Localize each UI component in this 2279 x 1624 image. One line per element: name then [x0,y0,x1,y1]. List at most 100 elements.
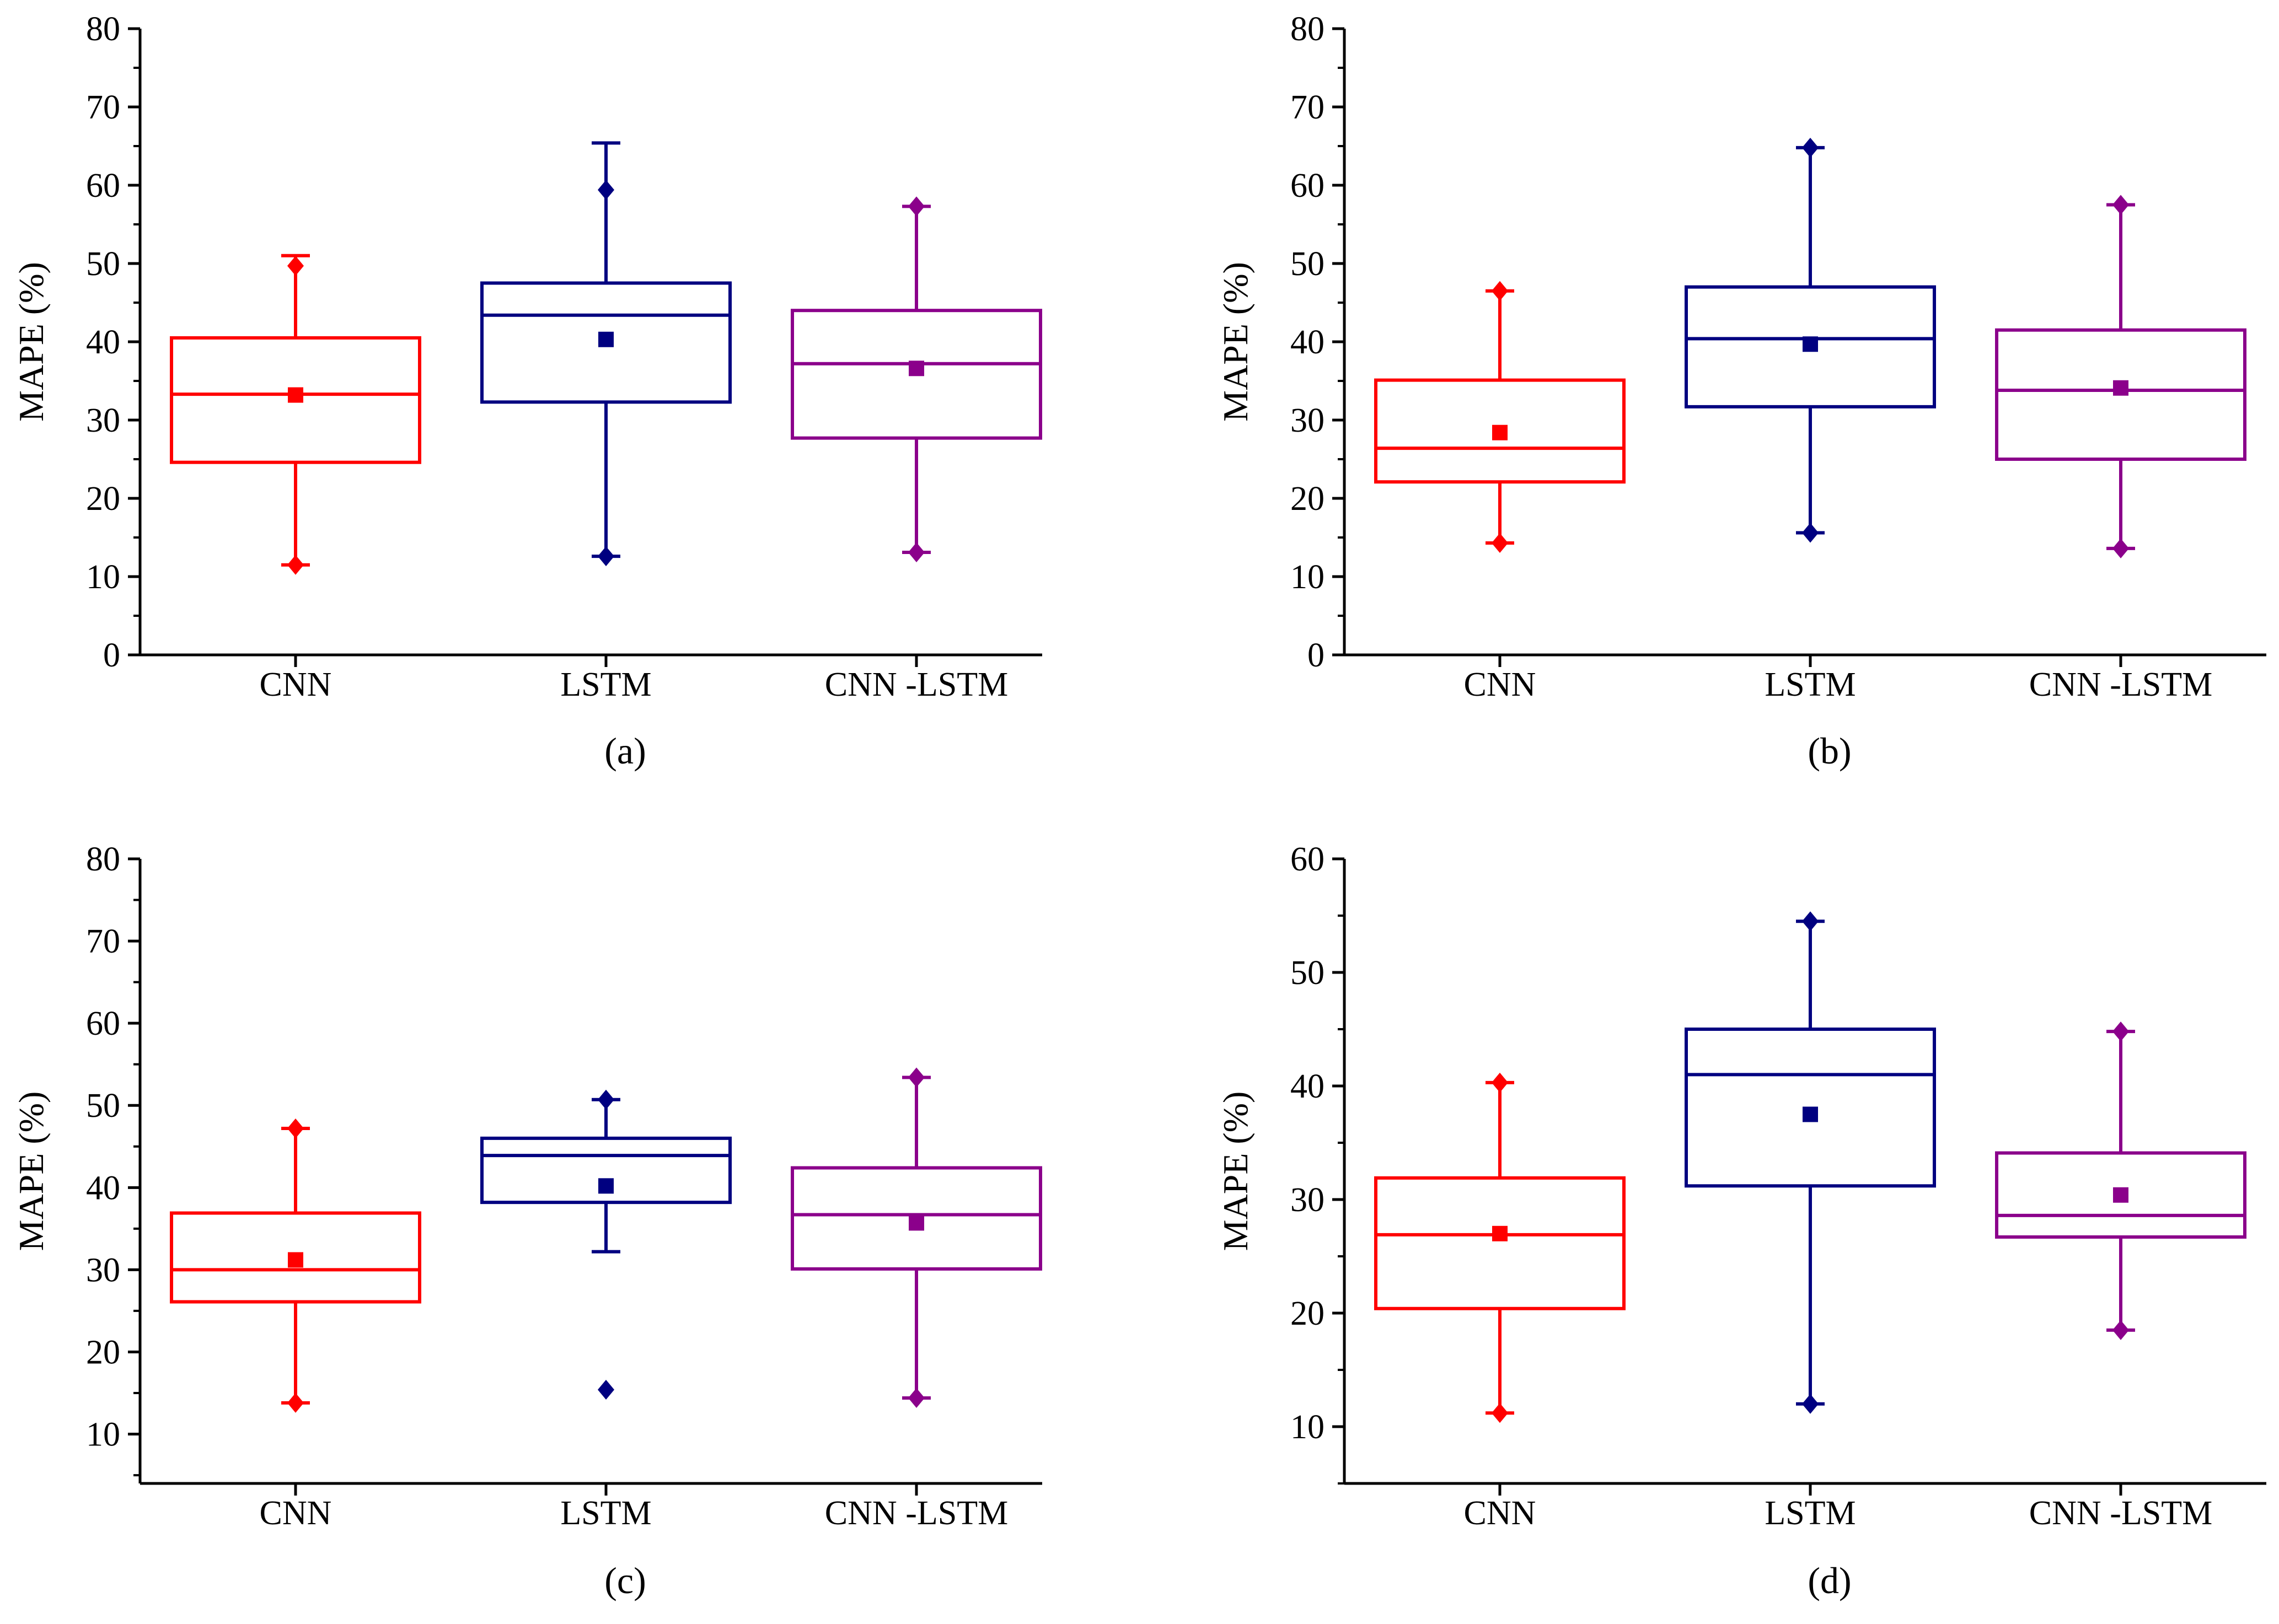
mean-marker [288,387,303,403]
y-tick-label: 30 [1290,402,1324,439]
box-cnn [170,254,421,575]
outlier-marker [2112,538,2129,558]
mean-marker [598,1178,614,1194]
outlier-marker [1802,137,1819,158]
outlier-marker [908,196,925,217]
chart-panel-a: 0 10 20 30 40 50 60 70 80 MAPE (%) CNN LSTM CNN -LST… [12,10,1042,772]
y-axis-title: MAPE (%) [12,262,51,422]
y-tick-label: 70 [1290,89,1324,126]
outlier-marker [1492,1072,1508,1093]
x-category-label: CNN -LSTM [825,1494,1008,1532]
y-axis-title: MAPE (%) [1216,1091,1255,1251]
box-cnn-lstm [1995,195,2246,558]
outlier-marker [1802,911,1819,932]
outlier-marker [598,1089,614,1110]
y-tick-label: 60 [86,167,120,205]
box-cnn-lstm [1995,1021,2246,1340]
mean-marker [598,331,614,347]
y-tick-label: 50 [86,245,120,283]
y-tick-label: 50 [1290,245,1324,283]
outlier-marker [1492,1403,1508,1423]
outlier-marker [598,1380,614,1400]
outlier-marker [287,1118,304,1138]
y-axis-title: MAPE (%) [1216,262,1255,422]
y-tick-label: 0 [1307,637,1324,674]
outlier-marker [598,546,614,567]
y-tick-label: 80 [86,841,120,878]
x-category-label: LSTM [560,666,651,703]
outlier-marker [1492,533,1508,553]
y-tick-label: 40 [1290,324,1324,361]
y-tick-label: 70 [86,923,120,960]
y-tick-label: 20 [86,1333,120,1371]
y-tick-label: 20 [86,480,120,518]
outlier-marker [908,1067,925,1088]
box-lstm [480,1089,732,1400]
y-tick-label: 50 [1290,954,1324,992]
x-category-label: CNN -LSTM [2029,1494,2212,1532]
y-tick-label: 60 [86,1005,120,1042]
y-tick-label: 20 [1290,1295,1324,1332]
box-cnn [170,1118,421,1413]
outlier-marker [287,1392,304,1413]
outlier-marker [598,180,614,200]
mean-marker [909,361,924,377]
y-tick-label: 10 [86,1416,120,1454]
x-category-label: LSTM [1765,1494,1856,1532]
y-tick-label: 60 [1290,841,1324,878]
x-category-label: LSTM [560,1494,651,1532]
chart-panel-b: 0 10 20 30 40 50 60 70 80 MAPE (%) CNN LSTM CNN -LST… [1216,10,2266,772]
box-cnn [1374,1072,1626,1423]
outlier-marker [2112,1320,2129,1340]
panel-caption: (d) [1808,1560,1851,1601]
x-category-label: CNN -LSTM [825,666,1008,703]
box-iqr [1374,1176,1626,1310]
y-tick-label: 10 [1290,558,1324,596]
outlier-marker [2112,195,2129,215]
y-axis-title: MAPE (%) [12,1091,51,1251]
mean-marker [1492,1225,1508,1241]
y-tick-label: 30 [86,1251,120,1289]
outlier-marker [2112,1021,2129,1042]
box-iqr [1995,1151,2246,1239]
outlier-marker [287,555,304,575]
mean-marker [1492,424,1508,440]
y-tick-label: 70 [86,89,120,126]
y-tick-label: 40 [86,1169,120,1207]
x-category-label: CNN [260,1494,332,1532]
outlier-marker [1802,523,1819,543]
x-category-label: CNN [260,666,332,703]
x-category-label: CNN -LSTM [2029,666,2212,703]
y-tick-label: 10 [86,558,120,596]
x-category-label: CNN [1464,666,1536,703]
mean-marker [909,1215,924,1231]
mean-marker [288,1252,303,1268]
y-tick-label: 40 [86,324,120,361]
box-cnn [1374,281,1626,553]
y-tick-label: 40 [1290,1068,1324,1105]
chart-panel-d: 10 20 30 40 50 60 MAPE (%) CNN LSTM CNN -LSTM (d) [1216,841,2266,1601]
outlier-marker [908,1388,925,1408]
y-tick-label: 80 [86,10,120,48]
box-cnn-lstm [791,1067,1042,1408]
y-tick-label: 50 [86,1087,120,1125]
y-tick-label: 30 [1290,1181,1324,1219]
x-category-label: LSTM [1765,666,1856,703]
box-lstm [1685,911,1936,1414]
outlier-marker [287,256,304,276]
outlier-marker [908,542,925,562]
y-tick-label: 20 [1290,480,1324,518]
chart-panel-c: 10 20 30 40 50 60 70 80 MAPE (%) CNN LSTM CNN -LSTM… [12,841,1042,1601]
y-tick-label: 60 [1290,167,1324,205]
outlier-marker [1802,1394,1819,1414]
box-lstm [480,141,732,567]
y-tick-label: 10 [1290,1408,1324,1446]
mean-marker [2113,1187,2128,1203]
mean-marker [1803,1106,1818,1122]
y-tick-label: 30 [86,402,120,439]
box-lstm [1685,137,1936,543]
panel-caption: (a) [604,730,646,772]
outlier-marker [1492,281,1508,301]
y-tick-label: 80 [1290,10,1324,48]
y-tick-label: 0 [103,637,120,674]
